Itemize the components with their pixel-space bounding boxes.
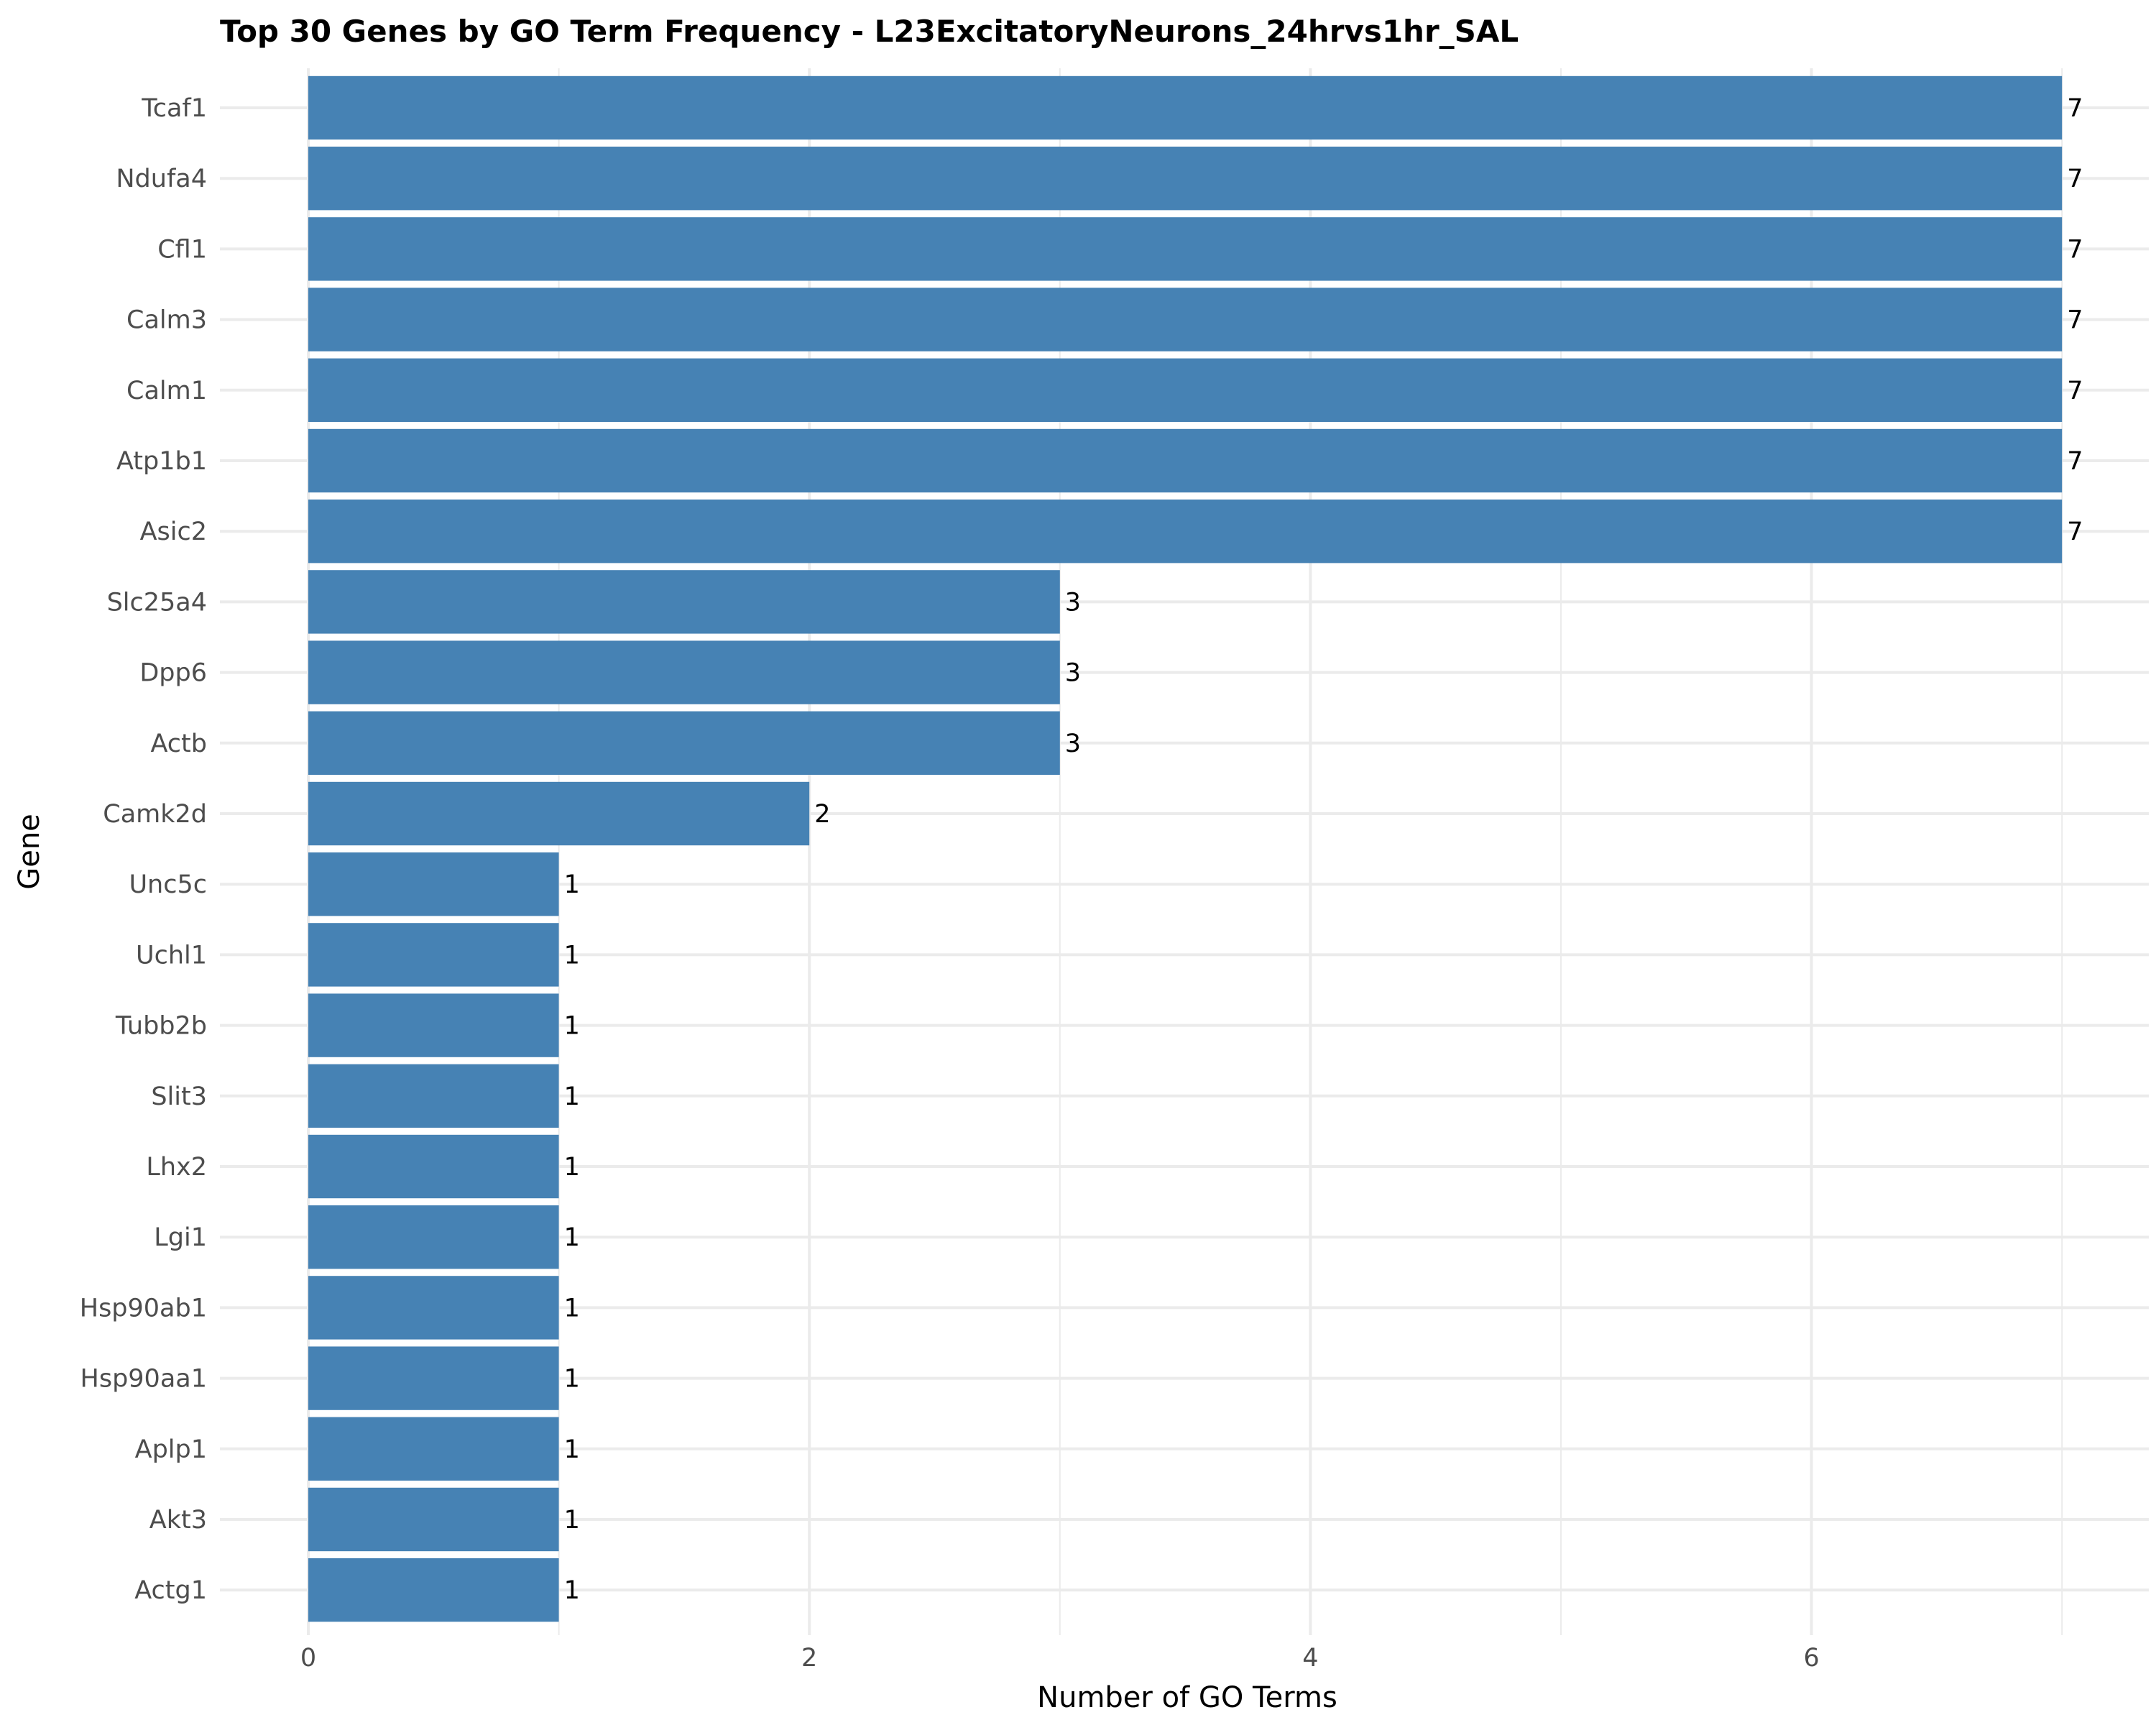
y-axis-tick-labels: Tcaf1 Ndufa4 Cfl1 Calm3 Calm1 Atp1b1 Asic2 Slc2… <box>80 94 207 1605</box>
bars <box>308 75 2063 1622</box>
bar-value-label: 7 <box>2067 235 2083 264</box>
y-tick-label: Lgi1 <box>154 1223 207 1252</box>
bar <box>308 217 2063 281</box>
data-labels: 7 7 7 7 7 7 7 3 3 3 2 1 1 1 1 1 1 1 1 1 1 1 <box>564 94 2083 1605</box>
bar <box>308 147 2063 211</box>
y-tick-label: Calm3 <box>126 306 207 335</box>
y-tick-label: Camk2d <box>103 800 207 829</box>
bar <box>308 1558 559 1622</box>
y-tick-label: Hsp90aa1 <box>80 1365 207 1394</box>
bar-value-label: 1 <box>564 1223 580 1252</box>
bar-value-label: 7 <box>2067 447 2083 476</box>
bar-value-label: 1 <box>564 1506 580 1535</box>
bar-value-label: 3 <box>1065 588 1081 617</box>
x-axis-tick-labels: 0 2 4 6 <box>300 1644 1820 1673</box>
bar-value-label: 1 <box>564 870 580 899</box>
bar-value-label: 7 <box>2067 306 2083 335</box>
bar <box>308 1134 559 1199</box>
bar <box>308 570 1060 634</box>
bar <box>308 1205 559 1269</box>
y-tick-label: Asic2 <box>140 518 207 546</box>
y-tick-label: Tcaf1 <box>141 94 207 123</box>
x-tick-label: 0 <box>300 1644 316 1673</box>
bar-value-label: 1 <box>564 1082 580 1111</box>
bar-value-label: 1 <box>564 1294 580 1322</box>
y-tick-label: Slit3 <box>151 1082 207 1111</box>
bar <box>308 1487 559 1552</box>
y-tick-label: Lhx2 <box>146 1153 207 1182</box>
bar <box>308 1417 559 1481</box>
x-axis-title: Number of GO Terms <box>1037 1681 1337 1714</box>
y-tick-label: Atp1b1 <box>116 447 207 476</box>
bar <box>308 993 559 1057</box>
bar-value-label: 7 <box>2067 518 2083 546</box>
bar <box>308 923 559 987</box>
y-tick-label: Slc25a4 <box>107 588 207 617</box>
bar <box>308 288 2063 351</box>
y-tick-label: Dpp6 <box>139 659 207 688</box>
bar-value-label: 1 <box>564 1365 580 1394</box>
bar-value-label: 7 <box>2067 165 2083 193</box>
bar <box>308 781 810 846</box>
bar <box>308 75 2063 140</box>
bar <box>308 1064 559 1128</box>
y-tick-label: Unc5c <box>129 870 207 899</box>
y-axis-title: Gene <box>13 814 46 890</box>
bar <box>308 500 2063 564</box>
bar-value-label: 7 <box>2067 94 2083 123</box>
y-tick-label: Ndufa4 <box>116 165 207 193</box>
y-tick-label: Cfl1 <box>157 235 207 264</box>
bar <box>308 358 2063 422</box>
bar-value-label: 1 <box>564 1153 580 1182</box>
bar-value-label: 1 <box>564 1435 580 1464</box>
bar <box>308 428 2063 493</box>
bar <box>308 1276 559 1340</box>
bar-value-label: 2 <box>814 800 830 829</box>
x-tick-label: 6 <box>1803 1644 1819 1673</box>
y-tick-label: Uchl1 <box>136 941 207 970</box>
bar <box>308 852 559 916</box>
y-tick-label: Actg1 <box>134 1576 207 1605</box>
bar <box>308 711 1060 775</box>
y-tick-label: Akt3 <box>149 1506 207 1535</box>
bar-value-label: 1 <box>564 1576 580 1605</box>
bar-value-label: 1 <box>564 1012 580 1041</box>
y-tick-label: Hsp90ab1 <box>80 1294 207 1322</box>
y-tick-label: Tubb2b <box>115 1012 207 1041</box>
y-tick-label: Aplp1 <box>135 1435 207 1464</box>
x-tick-label: 4 <box>1302 1644 1318 1673</box>
bar <box>308 1346 559 1410</box>
x-tick-label: 2 <box>801 1644 817 1673</box>
y-tick-label: Actb <box>150 730 207 758</box>
bar-value-label: 3 <box>1065 730 1081 758</box>
bar-value-label: 1 <box>564 941 580 970</box>
chart-title: Top 30 Genes by GO Term Frequency - L23E… <box>220 14 1519 49</box>
y-tick-label: Calm1 <box>126 377 207 405</box>
bar-value-label: 7 <box>2067 377 2083 405</box>
bar <box>308 640 1060 704</box>
bar-value-label: 3 <box>1065 659 1081 688</box>
